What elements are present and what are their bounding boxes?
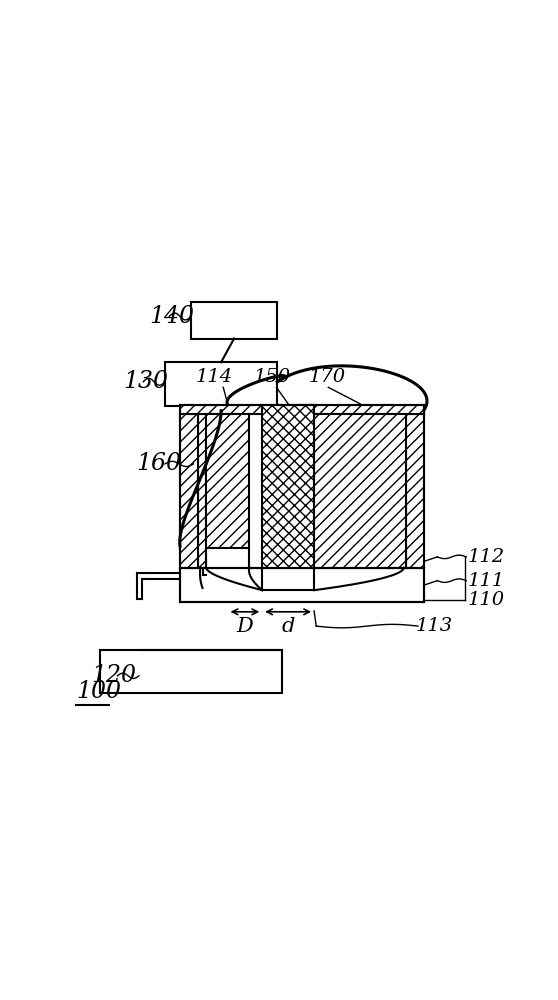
- Text: d: d: [281, 617, 295, 636]
- Bar: [198, 414, 206, 568]
- Bar: [262, 405, 314, 568]
- Bar: [180, 568, 424, 602]
- Bar: [100, 650, 282, 693]
- Text: 160: 160: [137, 452, 182, 475]
- Text: 112: 112: [468, 548, 505, 566]
- Text: 170: 170: [309, 368, 345, 386]
- Text: 130: 130: [124, 370, 169, 393]
- Bar: [206, 414, 249, 548]
- Text: D: D: [237, 617, 253, 636]
- Text: 150: 150: [253, 368, 291, 386]
- Text: 113: 113: [416, 617, 453, 635]
- Bar: [314, 414, 406, 568]
- Bar: [406, 414, 424, 568]
- Text: 100: 100: [76, 680, 121, 703]
- Text: 114: 114: [196, 368, 233, 386]
- Bar: [180, 405, 424, 414]
- Text: 110: 110: [468, 591, 505, 609]
- Bar: [165, 362, 277, 406]
- Text: 120: 120: [92, 664, 136, 687]
- Bar: [180, 414, 198, 568]
- Text: 140: 140: [150, 305, 195, 328]
- Text: 111: 111: [468, 572, 505, 590]
- Bar: [191, 302, 277, 339]
